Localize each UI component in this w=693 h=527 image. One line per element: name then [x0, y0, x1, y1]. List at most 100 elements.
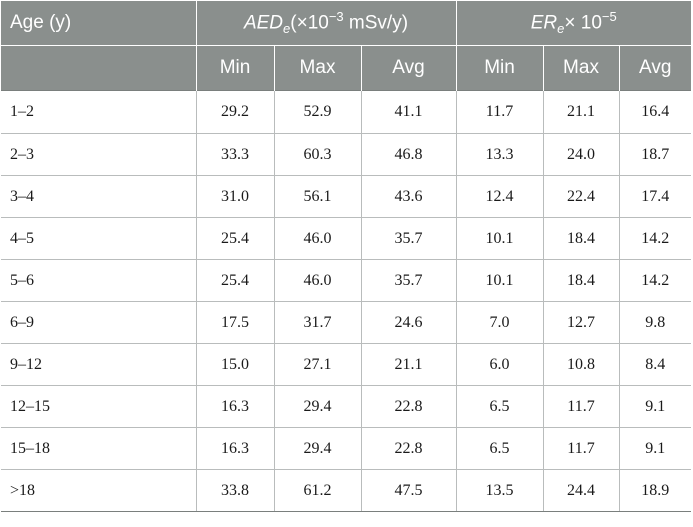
- er-subscript: e: [557, 21, 565, 37]
- er-avg-cell: 9.8: [619, 301, 691, 344]
- er-max-header: Max: [543, 45, 620, 91]
- aed-max-cell: 29.4: [274, 427, 362, 470]
- aed-max-header: Max: [274, 45, 362, 91]
- er-min-cell: 6.0: [456, 343, 544, 386]
- er-min-cell: 13.5: [456, 469, 544, 512]
- er-min-cell: 10.1: [456, 259, 544, 302]
- aed-max-cell: 31.7: [274, 301, 362, 344]
- age-cell: 1–2: [1, 90, 197, 134]
- er-min-cell: 6.5: [456, 427, 544, 470]
- age-cell: 15–18: [1, 427, 197, 470]
- table-row: 3–4 31.0 56.1 43.6 12.4 22.4 17.4: [1, 175, 691, 218]
- aed-min-cell: 33.8: [196, 469, 275, 512]
- er-max-cell: 24.0: [543, 133, 620, 176]
- aed-min-cell: 29.2: [196, 90, 275, 134]
- aed-min-cell: 31.0: [196, 175, 275, 218]
- age-column-header-spacer: [1, 45, 197, 91]
- table-header: Age (y) AEDe(×10−3 mSv/y) ERe× 10−5 Min …: [1, 1, 691, 91]
- er-max-cell: 24.4: [543, 469, 620, 512]
- age-cell: 5–6: [1, 259, 197, 302]
- aed-max-cell: 52.9: [274, 90, 362, 134]
- table-row: 5–6 25.4 46.0 35.7 10.1 18.4 14.2: [1, 259, 691, 302]
- er-max-cell: 10.8: [543, 343, 620, 386]
- er-avg-cell: 18.9: [619, 469, 691, 512]
- table-row: 2–3 33.3 60.3 46.8 13.3 24.0 18.7: [1, 133, 691, 176]
- aed-avg-cell: 21.1: [361, 343, 457, 386]
- age-cell: 12–15: [1, 385, 197, 428]
- er-group-header: ERe× 10−5: [456, 1, 691, 46]
- aed-avg-cell: 35.7: [361, 217, 457, 260]
- aed-min-header: Min: [196, 45, 275, 91]
- dose-risk-table: Age (y) AEDe(×10−3 mSv/y) ERe× 10−5 Min …: [1, 1, 691, 512]
- aed-symbol: AED: [243, 12, 284, 34]
- er-avg-cell: 8.4: [619, 343, 691, 386]
- er-max-cell: 18.4: [543, 217, 620, 260]
- aed-exponent: −3: [328, 9, 344, 25]
- er-avg-cell: 17.4: [619, 175, 691, 218]
- er-avg-cell: 14.2: [619, 217, 691, 260]
- er-max-cell: 21.1: [543, 90, 620, 134]
- age-cell: >18: [1, 469, 197, 512]
- aed-avg-header: Avg: [361, 45, 457, 91]
- er-min-cell: 11.7: [456, 90, 544, 134]
- aed-min-cell: 25.4: [196, 217, 275, 260]
- aed-subscript: e: [283, 21, 291, 37]
- table-row: 15–18 16.3 29.4 22.8 6.5 11.7 9.1: [1, 427, 691, 470]
- er-symbol: ER: [530, 12, 558, 34]
- aed-max-cell: 56.1: [274, 175, 362, 218]
- header-row-primary: Age (y) AEDe(×10−3 mSv/y) ERe× 10−5: [1, 1, 691, 46]
- age-cell: 6–9: [1, 301, 197, 344]
- table-row: 4–5 25.4 46.0 35.7 10.1 18.4 14.2: [1, 217, 691, 260]
- aed-max-cell: 46.0: [274, 217, 362, 260]
- table-row: 12–15 16.3 29.4 22.8 6.5 11.7 9.1: [1, 385, 691, 428]
- aed-max-cell: 60.3: [274, 133, 362, 176]
- aed-group-header: AEDe(×10−3 mSv/y): [196, 1, 457, 46]
- er-exponent: −5: [601, 9, 617, 25]
- aed-min-cell: 16.3: [196, 385, 275, 428]
- er-min-cell: 10.1: [456, 217, 544, 260]
- aed-avg-cell: 43.6: [361, 175, 457, 218]
- aed-min-cell: 25.4: [196, 259, 275, 302]
- er-min-cell: 13.3: [456, 133, 544, 176]
- data-table-container: Age (y) AEDe(×10−3 mSv/y) ERe× 10−5 Min …: [1, 1, 691, 512]
- header-row-secondary: Min Max Avg Min Max Avg: [1, 45, 691, 91]
- aed-avg-cell: 22.8: [361, 427, 457, 470]
- table-row: 9–12 15.0 27.1 21.1 6.0 10.8 8.4: [1, 343, 691, 386]
- aed-min-cell: 33.3: [196, 133, 275, 176]
- aed-avg-cell: 24.6: [361, 301, 457, 344]
- er-min-cell: 6.5: [456, 385, 544, 428]
- er-max-cell: 18.4: [543, 259, 620, 302]
- er-avg-cell: 9.1: [619, 427, 691, 470]
- er-max-cell: 22.4: [543, 175, 620, 218]
- er-min-cell: 7.0: [456, 301, 544, 344]
- aed-max-cell: 29.4: [274, 385, 362, 428]
- aed-min-cell: 15.0: [196, 343, 275, 386]
- er-max-cell: 12.7: [543, 301, 620, 344]
- er-avg-header: Avg: [619, 45, 691, 91]
- aed-unit: mSv/y): [343, 12, 409, 34]
- aed-avg-cell: 47.5: [361, 469, 457, 512]
- age-column-header: Age (y): [1, 1, 197, 46]
- age-cell: 2–3: [1, 133, 197, 176]
- aed-avg-cell: 22.8: [361, 385, 457, 428]
- aed-max-cell: 46.0: [274, 259, 362, 302]
- table-row: 1–2 29.2 52.9 41.1 11.7 21.1 16.4: [1, 90, 691, 134]
- aed-multiplier: (×10: [290, 12, 329, 34]
- table-row: 6–9 17.5 31.7 24.6 7.0 12.7 9.8: [1, 301, 691, 344]
- aed-max-cell: 61.2: [274, 469, 362, 512]
- table-row: >18 33.8 61.2 47.5 13.5 24.4 18.9: [1, 469, 691, 512]
- age-cell: 9–12: [1, 343, 197, 386]
- er-avg-cell: 18.7: [619, 133, 691, 176]
- aed-max-cell: 27.1: [274, 343, 362, 386]
- table-body: 1–2 29.2 52.9 41.1 11.7 21.1 16.4 2–3 33.3 60.3 46…: [1, 90, 691, 512]
- aed-min-cell: 16.3: [196, 427, 275, 470]
- er-multiplier: × 10: [564, 12, 602, 34]
- aed-min-cell: 17.5: [196, 301, 275, 344]
- age-cell: 4–5: [1, 217, 197, 260]
- er-max-cell: 11.7: [543, 385, 620, 428]
- aed-avg-cell: 35.7: [361, 259, 457, 302]
- er-avg-cell: 14.2: [619, 259, 691, 302]
- er-min-cell: 12.4: [456, 175, 544, 218]
- er-avg-cell: 16.4: [619, 90, 691, 134]
- er-min-header: Min: [456, 45, 544, 91]
